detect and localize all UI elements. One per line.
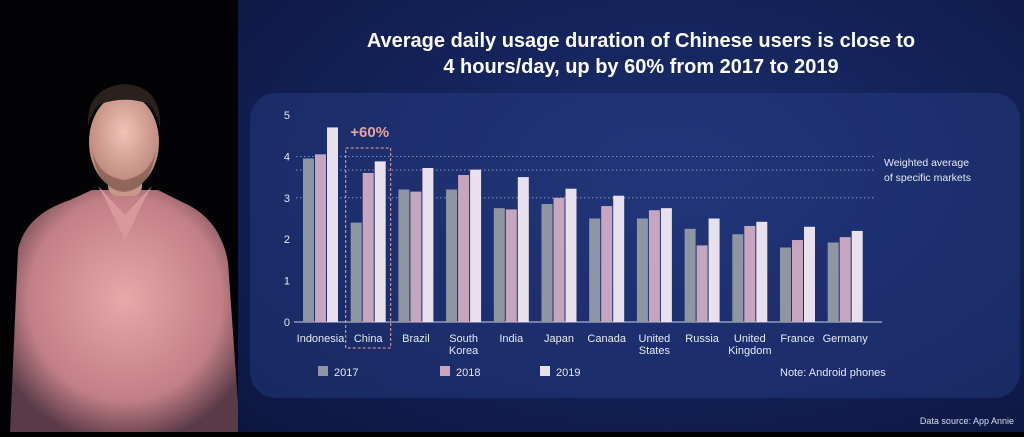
bar-2019 [517,177,529,322]
category-label: Indonesia [297,333,346,345]
category-label: Germany [823,333,869,345]
bar-2019 [804,226,815,322]
category-label: States [639,345,671,357]
bar-2017 [827,242,839,322]
data-source-label: Data source: App Annie [919,416,1014,426]
category-label: China [354,333,384,345]
category-label: Korea [449,345,479,357]
bar-2018 [744,225,756,322]
chart-note: Note: Android phones [780,367,886,379]
bar-2019 [613,195,625,322]
bar-2017 [732,234,744,322]
bar-2019 [660,208,672,322]
category-label: South [449,333,478,345]
reference-label: of specific markets [884,172,971,184]
legend-swatch-2017 [318,366,328,376]
presenter-figure [10,84,240,432]
bar-2018 [553,197,565,322]
category-label: Russia [685,333,720,345]
slide-title: Average daily usage duration of Chinese … [258,28,1024,80]
y-tick-label: 2 [284,234,290,246]
bar-2018 [792,240,803,322]
y-tick-label: 3 [284,193,290,205]
bar-2017 [541,204,553,322]
bar-2019 [374,161,386,322]
category-label: Brazil [402,333,430,345]
bar-2019 [470,169,482,322]
presenter-area [0,0,245,432]
category-label: France [780,333,814,345]
y-tick-label: 0 [284,317,290,329]
bar-2017 [303,158,314,322]
bar-2018 [601,206,613,322]
bar-2018 [362,172,374,322]
category-label: Kingdom [728,345,771,357]
bar-2018 [505,209,517,322]
bar-2017 [350,222,362,322]
bar-2017 [780,247,791,322]
legend-label: 2018 [456,367,480,379]
category-label: United [734,333,766,345]
bar-2017 [446,189,458,322]
bar-2017 [589,218,601,322]
bar-2017 [684,228,696,322]
y-tick-label: 1 [284,276,290,288]
legend-swatch-2018 [440,366,450,376]
bar-2019 [327,127,338,322]
legend-label: 2017 [334,367,358,379]
bar-2019 [422,167,434,322]
reference-label: Weighted average [884,157,969,169]
bar-2018 [315,154,326,322]
bar-2018 [696,245,708,322]
bar-2019 [756,221,768,322]
y-tick-label: 4 [284,151,290,163]
title-line-2: 4 hours/day, up by 60% from 2017 to 2019 [443,56,839,78]
category-label: India [499,333,524,345]
bar-2018 [458,175,470,322]
bar-2018 [648,210,660,322]
bar-2017 [398,189,410,322]
category-label: United [639,333,671,345]
annotation-label: +60% [350,124,389,141]
category-label: Canada [587,333,626,345]
legend-label: 2019 [556,367,580,379]
bar-2019 [708,218,720,322]
highlight-box [345,147,392,349]
bar-2018 [839,237,851,322]
bar-2017 [636,218,648,322]
bar-2019 [851,230,863,322]
bar-2018 [410,191,422,322]
legend-swatch-2019 [540,366,550,376]
bar-2019 [565,188,577,322]
bar-2017 [493,208,505,322]
y-tick-label: 5 [284,110,290,122]
title-line-1: Average daily usage duration of Chinese … [366,30,916,52]
category-label: Japan [544,333,574,345]
